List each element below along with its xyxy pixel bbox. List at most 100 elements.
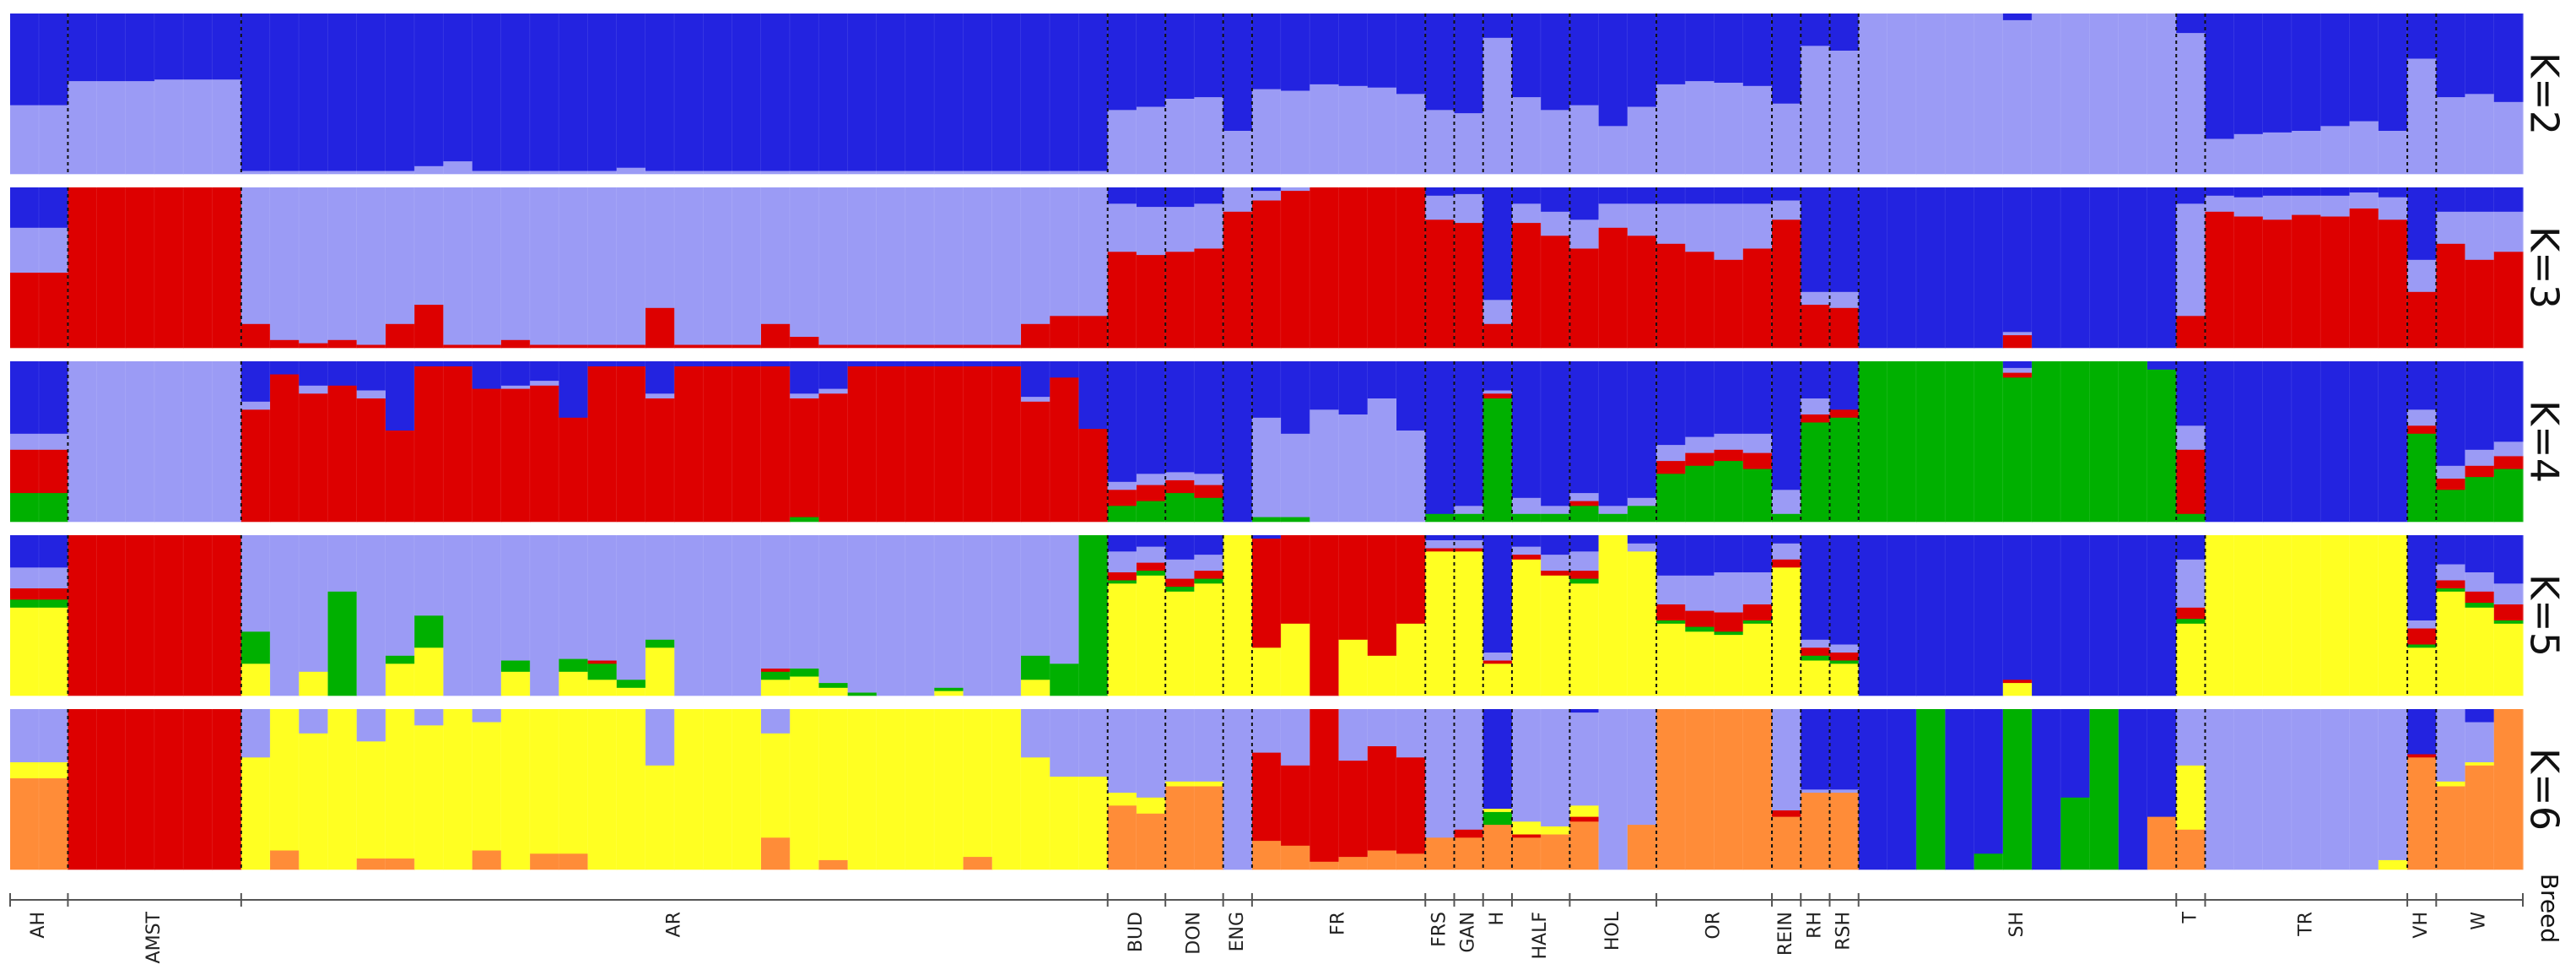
individual-bar [183, 361, 213, 523]
individual-bar [934, 361, 964, 523]
bar-segment-red [674, 344, 705, 349]
individual-bar [2233, 187, 2264, 349]
bar-segment-light-blue [616, 167, 646, 175]
bar-segment-red [1425, 219, 1455, 349]
bar-segment-red [443, 344, 473, 349]
bar-segment-red [587, 366, 618, 523]
bar-segment-light-blue [1541, 506, 1571, 514]
bar-segment-dark-blue [1251, 535, 1282, 539]
bar-segment-light-blue [1251, 89, 1282, 175]
bar-segment-green [1656, 620, 1686, 624]
bar-segment-dark-blue [991, 14, 1022, 171]
bar-segment-orange [1801, 792, 1831, 870]
bar-segment-red [2320, 216, 2351, 349]
individual-bar [385, 187, 415, 349]
bar-segment-light-blue [10, 227, 40, 273]
bar-segment-dark-blue [1627, 535, 1657, 544]
individual-bar [2032, 535, 2061, 696]
bar-segment-dark-blue [2205, 361, 2235, 523]
bar-segment-yellow [240, 664, 271, 696]
bar-segment-light-blue [2465, 94, 2495, 175]
bar-segment-light-blue [790, 535, 820, 669]
bar-segment-green [39, 492, 69, 523]
bar-segment-yellow [2378, 859, 2408, 870]
individual-bar [790, 187, 820, 349]
bar-segment-green [760, 671, 791, 680]
bar-segment-green [2147, 369, 2177, 523]
bar-segment-green [1801, 655, 1831, 661]
individual-bar [212, 361, 242, 523]
bar-segment-dark-blue [818, 361, 849, 389]
bar-segment-green [1251, 517, 1282, 523]
individual-bar [2002, 709, 2033, 870]
individual-bar [703, 14, 733, 175]
bar-segment-yellow [818, 687, 849, 696]
bar-segment-green [414, 615, 445, 648]
bar-segment-red [68, 187, 98, 349]
bar-segment-red [934, 366, 964, 523]
bar-segment-green [1165, 492, 1196, 523]
bar-segment-dark-blue [1454, 361, 1484, 506]
bar-segment-yellow [1772, 567, 1801, 696]
bar-segment-dark-blue [1165, 14, 1196, 99]
bar-segment-dark-blue [2349, 361, 2379, 523]
individual-bar [876, 535, 906, 696]
individual-bar [674, 709, 705, 870]
individual-bar [1136, 709, 1166, 870]
individual-bar [1714, 14, 1744, 175]
bar-segment-light-blue [1569, 105, 1600, 175]
bar-segment-green [1569, 578, 1600, 584]
individual-bar [1945, 361, 1975, 523]
bar-segment-red [1223, 211, 1253, 349]
individual-bar [2320, 709, 2351, 870]
bar-segment-yellow [530, 709, 559, 854]
bar-segment-dark-blue [1541, 535, 1571, 555]
bar-segment-red [1107, 252, 1137, 349]
bar-segment-dark-blue [2493, 535, 2524, 584]
bar-segment-yellow [500, 671, 531, 696]
individual-bar [1396, 709, 1426, 870]
bar-segment-dark-blue [1742, 535, 1773, 572]
bar-segment-light-blue [1338, 709, 1369, 761]
bar-segment-green [559, 658, 589, 672]
bar-segment-red [2378, 219, 2408, 349]
bar-segment-dark-blue [1887, 535, 1917, 696]
individual-bar [616, 709, 646, 870]
bar-segment-red [847, 366, 878, 523]
bar-segment-red [1021, 323, 1050, 349]
individual-bar [2060, 14, 2091, 175]
bar-segment-red [2176, 316, 2206, 349]
bar-segment-dark-blue [2205, 187, 2235, 196]
bar-segment-dark-blue [2465, 14, 2495, 95]
breed-label: VH [2411, 912, 2432, 939]
bar-segment-dark-blue [530, 361, 559, 382]
bar-segment-green [2002, 377, 2033, 523]
bar-segment-light-blue [1107, 203, 1137, 252]
bar-segment-red [847, 344, 878, 349]
bar-segment-yellow [1627, 551, 1657, 696]
bar-segment-light-blue [1251, 709, 1282, 753]
bar-segment-yellow [790, 709, 820, 870]
bar-segment-dark-blue [39, 361, 69, 434]
bar-segment-yellow [818, 709, 849, 860]
bar-segment-yellow [1165, 591, 1196, 696]
individual-bar [125, 535, 155, 696]
bar-segment-red [39, 588, 69, 600]
individual-bar [2060, 535, 2091, 696]
bar-segment-yellow [2436, 781, 2466, 787]
individual-bar [39, 361, 69, 523]
individual-bar [1338, 14, 1369, 175]
individual-bar [1050, 14, 1080, 175]
individual-bar [1887, 709, 1917, 870]
breed-label: RH [1804, 912, 1825, 939]
bar-segment-light-blue [1569, 219, 1600, 249]
individual-bar [2320, 535, 2351, 696]
individual-bar [1251, 14, 1282, 175]
bar-segment-orange [1714, 709, 1744, 870]
individual-bar [39, 535, 69, 696]
bar-segment-red [1801, 304, 1831, 349]
bar-segment-light-blue [616, 187, 646, 345]
individual-bar [530, 14, 559, 175]
panels-layer [10, 14, 2524, 870]
bar-segment-light-blue [674, 171, 705, 175]
